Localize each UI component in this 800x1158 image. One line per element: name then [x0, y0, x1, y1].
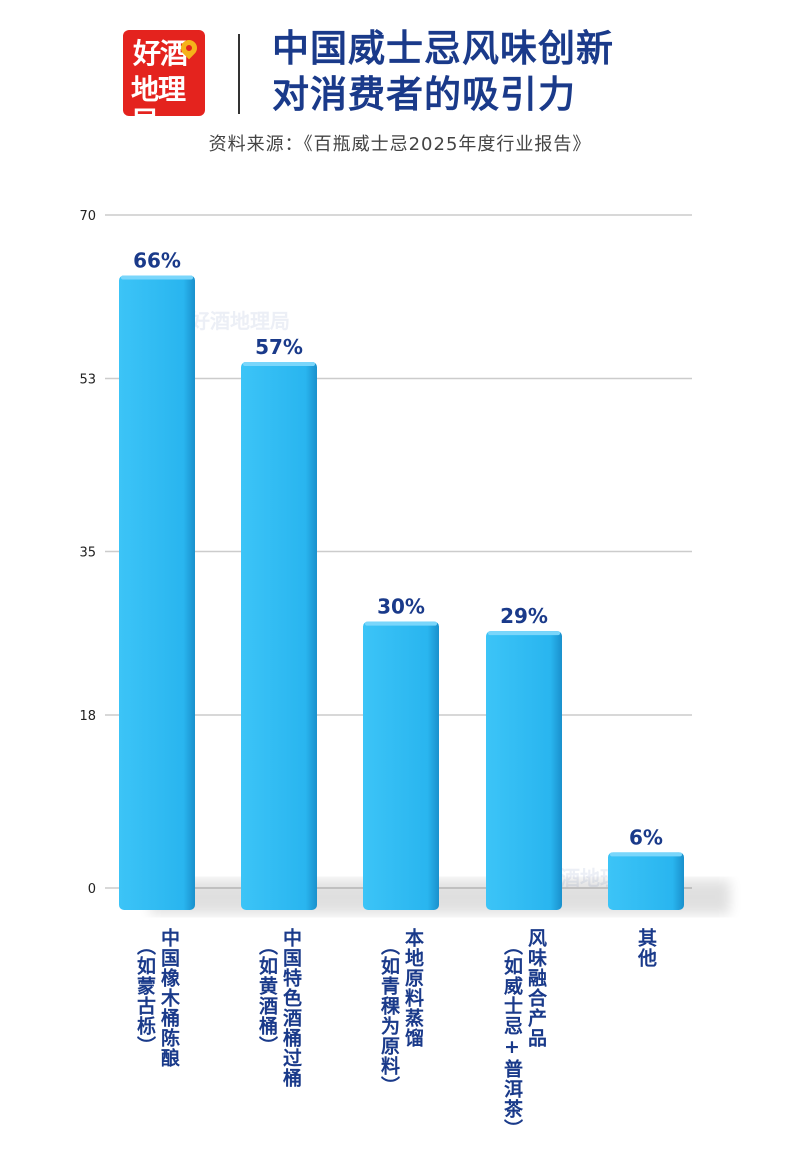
bar [363, 621, 439, 910]
bar [608, 852, 684, 910]
data-label: 29% [500, 604, 548, 628]
x-tick-label: 风味融合产品 [525, 928, 547, 1048]
y-tick-label: 0 [88, 882, 96, 897]
title-line1: 中国威士忌风味创新 [272, 27, 614, 70]
data-label: 6% [629, 825, 663, 849]
bar [486, 631, 562, 910]
logo-line1: 好酒 [133, 37, 188, 70]
source-note: 资料来源：《百瓶威士忌2025年度行业报告》 [208, 134, 592, 155]
bar [241, 361, 317, 910]
logo-line2: 地理局 [131, 73, 186, 138]
y-tick-label: 18 [79, 709, 96, 724]
x-tick-label: （如青稞为原料） [378, 936, 400, 1096]
bar-highlight [243, 361, 315, 366]
x-tick-label: （如黄酒桶） [256, 936, 278, 1056]
header-divider [238, 34, 240, 114]
chart-title: 中国威士忌风味创新 对消费者的吸引力 [272, 26, 614, 118]
x-tick-label: （如蒙古栎） [134, 936, 156, 1056]
bar-highlight [365, 621, 437, 626]
x-tick-label: 本地原料蒸馏 [402, 928, 424, 1048]
data-label: 57% [255, 335, 303, 359]
x-tick-label: （如威士忌+普洱茶） [501, 936, 523, 1139]
y-tick-label: 35 [79, 546, 96, 561]
watermark: 好酒地理局 [190, 309, 290, 333]
x-tick-label: 其他 [635, 928, 657, 968]
title-line2: 对消费者的吸引力 [272, 73, 576, 116]
bar-highlight [610, 852, 682, 857]
x-tick-label: 中国橡木桶陈酿 [158, 928, 180, 1068]
data-label: 66% [133, 248, 181, 272]
bar-highlight [488, 631, 560, 636]
header: 好酒 地理局 中国威士忌风味创新 对消费者的吸引力 资料来源：《百瓶威士忌202… [0, 0, 800, 190]
y-tick-label: 70 [79, 209, 96, 224]
x-tick-label: 中国特色酒桶过桶 [280, 928, 302, 1088]
bar-highlight [121, 275, 193, 280]
y-tick-label: 53 [79, 372, 96, 387]
logo: 好酒 地理局 [123, 30, 205, 138]
bar [119, 275, 195, 910]
data-label: 30% [377, 595, 425, 619]
